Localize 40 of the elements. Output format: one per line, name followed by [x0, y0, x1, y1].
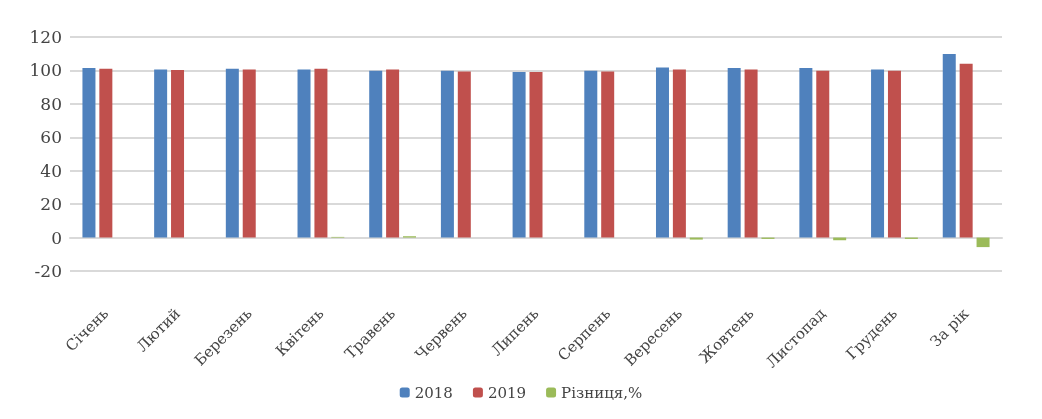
bar: [816, 70, 830, 238]
bar: [242, 69, 256, 238]
bar: [154, 69, 168, 238]
bar: [689, 237, 703, 240]
bar: [99, 68, 113, 238]
bar: [871, 69, 885, 238]
bar: [887, 70, 901, 238]
y-tick-label: 40: [40, 160, 62, 181]
x-tick-label: За рік: [926, 304, 973, 351]
bar: [529, 72, 543, 238]
y-tick-label: 120: [29, 27, 62, 47]
legend-label: 2019: [487, 383, 527, 402]
bar: [225, 68, 239, 238]
y-tick-label: -20: [34, 261, 62, 281]
legend-label: Різниця,%: [561, 383, 643, 402]
bar: [512, 72, 526, 238]
bar: [976, 237, 990, 248]
bar: [601, 71, 615, 238]
bar: [369, 70, 383, 238]
bar: [297, 69, 311, 238]
bar: [942, 54, 956, 238]
bar: [457, 71, 471, 238]
bar: [744, 69, 758, 238]
y-tick-label: 20: [40, 194, 62, 215]
bar: [959, 63, 973, 238]
legend-label: 2018: [414, 383, 453, 402]
y-tick-label: 80: [40, 93, 62, 114]
y-tick-label: 0: [51, 227, 62, 248]
bar: [171, 70, 185, 238]
bar: [672, 69, 686, 238]
bar: [727, 68, 741, 238]
bar: [386, 69, 400, 238]
bar: [314, 68, 328, 238]
bar: [799, 68, 813, 238]
bar: [655, 67, 669, 238]
y-tick-label: 60: [40, 127, 62, 148]
bar: [440, 70, 454, 238]
bar: [584, 70, 598, 238]
bar: [82, 68, 96, 238]
y-tick-label: 100: [29, 60, 62, 81]
